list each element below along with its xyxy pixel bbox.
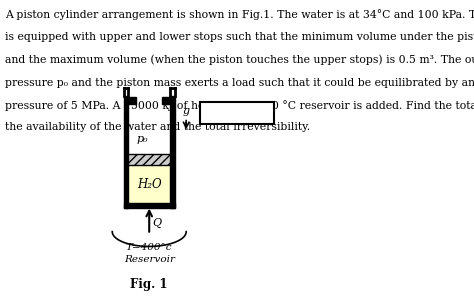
Text: H₂O: H₂O: [137, 178, 162, 191]
Bar: [201, 102, 274, 124]
Text: pressure p₀ and the piston mass exerts a load such that it could be equilibrated: pressure p₀ and the piston mass exerts a…: [5, 77, 474, 88]
Text: is equipped with upper and lower stops such that the minimum volume under the pi: is equipped with upper and lower stops s…: [5, 32, 474, 41]
Text: g: g: [182, 106, 190, 116]
Bar: [128, 154, 170, 165]
Text: Reservoir: Reservoir: [124, 255, 175, 264]
Text: A piston cylinder arrangement is shown in Fig.1. The water is at 34°C and 100 kP: A piston cylinder arrangement is shown i…: [5, 9, 474, 20]
Bar: [128, 97, 136, 104]
Bar: [124, 96, 128, 208]
Bar: [162, 97, 170, 104]
Text: T=400°c: T=400°c: [126, 243, 173, 252]
Bar: [128, 96, 170, 154]
Text: and the maximum volume (when the piston touches the upper stops) is 0.5 m³. The : and the maximum volume (when the piston …: [5, 54, 474, 65]
Text: Q: Q: [153, 218, 162, 228]
Bar: [128, 165, 170, 203]
Text: the availability of the water and the total irreversibility.: the availability of the water and the to…: [5, 122, 310, 132]
Bar: [124, 203, 175, 208]
Text: pressure of 5 MPa. A 15000 kJ of heat from a 400 °C reservoir is added. Find the: pressure of 5 MPa. A 15000 kJ of heat fr…: [5, 100, 474, 111]
Bar: [170, 96, 175, 208]
Text: p₀: p₀: [137, 134, 148, 145]
Text: Fig. 1: Fig. 1: [130, 278, 168, 291]
